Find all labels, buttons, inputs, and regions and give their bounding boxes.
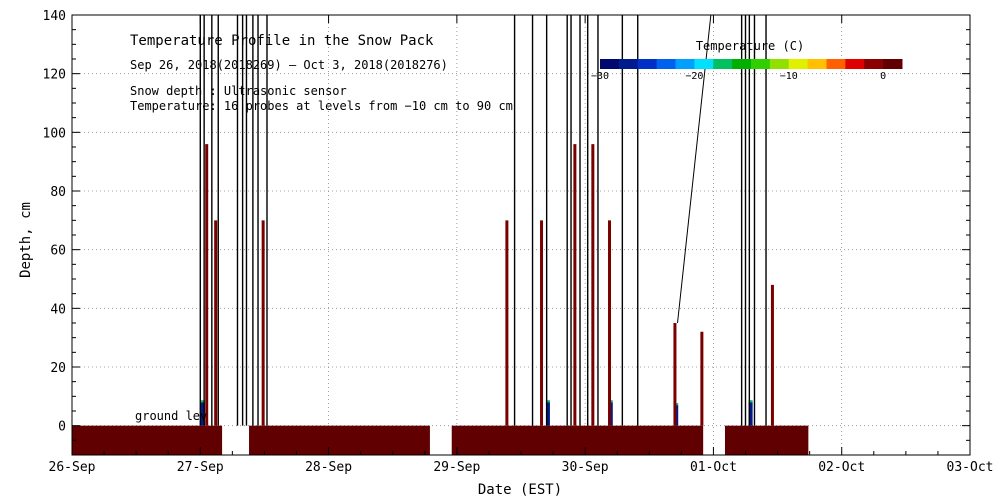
cold-patch — [200, 402, 205, 426]
colorbar-swatch — [618, 59, 639, 69]
ground-segment — [724, 425, 809, 455]
chart-subtitle: Sep 26, 2018(2018269) – Oct 3, 2018(2018… — [130, 58, 448, 72]
colorbar-swatch — [826, 59, 846, 69]
ground-segment — [249, 425, 430, 455]
colorbar-tick-label: −30 — [591, 71, 609, 82]
colorbar-swatch — [675, 59, 695, 69]
y-tick-label: 0 — [58, 420, 66, 435]
colorbar-swatch — [864, 59, 884, 69]
chart-title: Temperature Profile in the Snow Pack — [130, 33, 434, 49]
colorbar-tick-label: −10 — [780, 71, 798, 82]
x-tick-label: 01-Oct — [690, 460, 737, 475]
colorbar-swatch — [769, 59, 790, 69]
snow-depth-spikes — [199, 15, 774, 426]
y-axis-title: Depth, cm — [18, 202, 34, 278]
x-tick-label: 30-Sep — [562, 460, 609, 475]
cold-patches — [200, 400, 753, 426]
y-tick-label: 80 — [50, 185, 66, 200]
y-tick-label: 140 — [43, 9, 66, 24]
x-tick-labels: 26-Sep 27-Sep 28-Sep 29-Sep 30-Sep 01-Oct 02-O… — [49, 460, 994, 475]
colorbar-swatch — [883, 59, 903, 69]
x-tick-label: 29-Sep — [433, 460, 480, 475]
x-tick-label: 27-Sep — [177, 460, 224, 475]
cold-patch-edge — [748, 400, 753, 403]
temperature-colorbar — [600, 59, 903, 69]
cold-patch — [545, 402, 550, 426]
colorbar-swatch — [600, 59, 620, 69]
y-tick-label: 100 — [43, 126, 66, 141]
colorbar-swatch — [788, 59, 809, 69]
y-tick-label: 60 — [50, 244, 66, 259]
y-tick-labels: 0 20 40 60 80 100 120 140 — [43, 9, 66, 435]
colorbar-swatch — [751, 59, 771, 69]
ground-level-label: ground lev — [135, 409, 207, 423]
colorbar-swatch — [807, 59, 827, 69]
colorbar-swatch — [694, 59, 714, 69]
annotation-snow-depth: Snow depth : Ultrasonic sensor — [130, 84, 347, 98]
x-tick-label: 03-Oct — [947, 460, 994, 475]
colorbar-swatch — [637, 59, 658, 69]
colorbar-swatch — [713, 59, 733, 69]
colorbar-tick-label: −20 — [685, 71, 703, 82]
colorbar-swatch — [845, 59, 865, 69]
x-tick-label: 02-Oct — [818, 460, 865, 475]
y-tick-label: 20 — [50, 361, 66, 376]
cold-patch — [748, 402, 753, 426]
x-tick-label: 28-Sep — [305, 460, 352, 475]
colorbar-tick-label: 0 — [880, 71, 886, 82]
y-tick-label: 40 — [50, 302, 66, 317]
colorbar-tick-labels: −30 −20 −10 0 — [591, 71, 886, 82]
colorbar-title: Temperature (C) — [696, 39, 804, 53]
cold-patch-edge — [545, 400, 550, 403]
x-axis-title: Date (EST) — [478, 482, 562, 498]
ground-band — [72, 425, 809, 455]
cold-patch-edge — [200, 400, 205, 403]
colorbar-swatch — [732, 59, 752, 69]
x-tick-label: 26-Sep — [49, 460, 96, 475]
y-tick-label: 120 — [43, 68, 66, 83]
colorbar-swatch — [656, 59, 676, 69]
annotation-temperature: Temperature: 16 probes at levels from −1… — [130, 99, 513, 113]
ground-segment — [72, 425, 223, 455]
axis-ticks — [71, 14, 971, 456]
ground-segment — [451, 425, 704, 455]
